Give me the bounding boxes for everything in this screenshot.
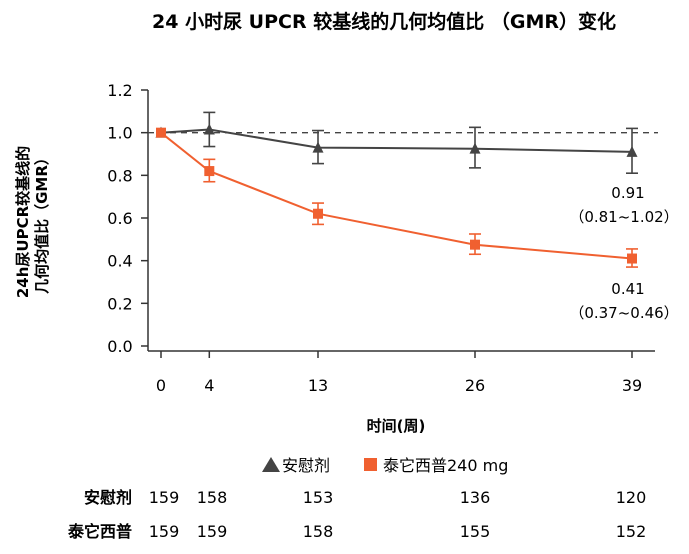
risk-table-count: 120 bbox=[616, 488, 647, 507]
risk-table-count: 152 bbox=[616, 522, 647, 541]
annotation-value: 0.91 bbox=[611, 184, 644, 202]
data-point bbox=[312, 141, 324, 153]
risk-table-count: 159 bbox=[197, 522, 228, 541]
x-tick-label: 26 bbox=[465, 376, 485, 395]
data-point bbox=[203, 123, 215, 135]
series-line bbox=[160, 128, 633, 153]
y-tick-label: 1.2 bbox=[107, 81, 132, 100]
x-axis-title: 时间(周) bbox=[367, 417, 426, 435]
risk-table-count: 158 bbox=[303, 522, 334, 541]
chart-title: 24 小时尿 UPCR 较基线的几何均值比 （GMR）变化 bbox=[152, 10, 616, 33]
annotation-value: 0.41 bbox=[611, 280, 644, 298]
y-tick-label: 0.6 bbox=[107, 209, 132, 228]
data-point bbox=[470, 239, 480, 250]
risk-table-count: 158 bbox=[197, 488, 228, 507]
legend: 安慰剂 泰它西普240 mg bbox=[262, 456, 508, 475]
risk-table-count: 155 bbox=[460, 522, 491, 541]
risk-table-row-label: 泰它西普 bbox=[67, 522, 132, 541]
risk-table-count: 159 bbox=[149, 488, 180, 507]
data-point bbox=[156, 127, 166, 138]
y-axis-title-line-2: 几何均值比（GMR） bbox=[33, 150, 51, 294]
risk-table-count: 153 bbox=[303, 488, 334, 507]
risk-table-count: 159 bbox=[149, 522, 180, 541]
legend-label-placebo: 安慰剂 bbox=[282, 456, 330, 475]
series-line bbox=[160, 131, 633, 260]
y-tick-label: 1.0 bbox=[107, 124, 132, 143]
legend-label-telitacicept: 泰它西普240 mg bbox=[383, 456, 508, 475]
risk-table-count: 136 bbox=[460, 488, 491, 507]
y-axis-title-line-1: 24h尿UPCR较基线的 bbox=[14, 146, 32, 298]
y-tick-label: 0.4 bbox=[107, 252, 132, 271]
data-point bbox=[204, 166, 215, 177]
x-tick-label: 39 bbox=[622, 376, 642, 395]
series-placebo bbox=[155, 111, 638, 174]
data-point bbox=[627, 253, 637, 264]
data-point bbox=[626, 145, 638, 157]
x-tick-label: 4 bbox=[204, 376, 214, 395]
series-telitacicept bbox=[156, 127, 638, 268]
x-tick-label: 0 bbox=[156, 376, 166, 395]
annotation-ci: （0.81~1.02） bbox=[569, 208, 678, 226]
annotation-ci: （0.37~0.46） bbox=[569, 304, 678, 322]
data-point bbox=[313, 208, 323, 219]
y-tick-label: 0.8 bbox=[107, 166, 132, 185]
y-tick-label: 0.0 bbox=[107, 337, 132, 356]
x-tick-label: 13 bbox=[308, 376, 328, 395]
risk-table-row-label: 安慰剂 bbox=[84, 488, 132, 507]
legend-triangle-icon bbox=[262, 457, 280, 472]
y-tick-label: 0.2 bbox=[107, 294, 132, 313]
legend-square-icon bbox=[364, 458, 377, 471]
data-point bbox=[469, 142, 481, 154]
